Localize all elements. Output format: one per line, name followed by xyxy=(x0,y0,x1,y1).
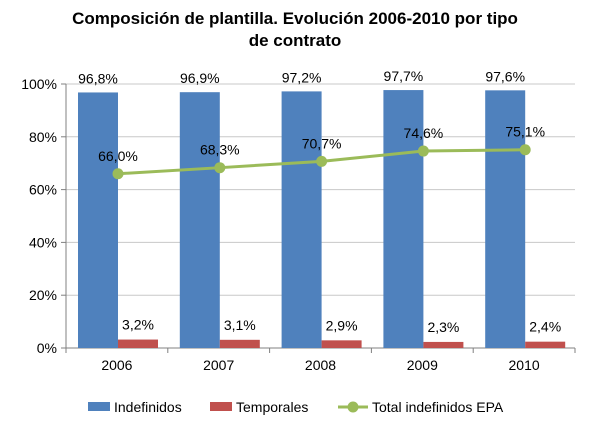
data-label-total-indefinidos-epa: 68,3% xyxy=(200,142,240,158)
y-tick-label: 0% xyxy=(37,340,57,356)
data-label-indefinidos: 96,8% xyxy=(78,70,118,86)
data-label-indefinidos: 96,9% xyxy=(180,70,220,86)
marker-total-indefinidos-epa xyxy=(417,145,429,157)
data-label-temporales: 3,1% xyxy=(224,317,256,333)
x-tick-label: 2010 xyxy=(509,357,540,373)
marker-total-indefinidos-epa xyxy=(112,168,124,180)
marker-total-indefinidos-epa xyxy=(214,162,226,174)
bar-indefinidos xyxy=(383,90,424,349)
y-tick-label: 20% xyxy=(29,287,57,303)
y-tick-label: 60% xyxy=(29,182,57,198)
bar-indefinidos xyxy=(179,92,220,349)
bar-temporales xyxy=(321,340,362,348)
bar-indefinidos xyxy=(78,92,118,348)
chart-title-line-1: Composición de plantilla. Evolución 2006… xyxy=(72,9,518,28)
bar-temporales xyxy=(219,339,260,348)
x-tick-label: 2009 xyxy=(407,357,438,373)
data-label-total-indefinidos-epa: 75,1% xyxy=(505,124,545,140)
data-label-total-indefinidos-epa: 66,0% xyxy=(98,148,138,164)
marker-total-indefinidos-epa xyxy=(519,144,531,156)
legend-swatch-temporales xyxy=(210,402,232,411)
chart-title: Composición de plantilla. Evolución 2006… xyxy=(0,8,590,52)
legend-swatch-marker-total-indefinidos-epa xyxy=(347,401,359,413)
data-label-total-indefinidos-epa: 74,6% xyxy=(404,125,444,141)
data-label-total-indefinidos-epa: 70,7% xyxy=(302,135,342,151)
data-label-temporales: 2,4% xyxy=(529,319,561,335)
chart-title-line-2: de contrato xyxy=(248,31,342,50)
x-tick-label: 2006 xyxy=(101,357,132,373)
data-label-temporales: 3,2% xyxy=(122,317,154,333)
legend-label-total-indefinidos-epa: Total indefinidos EPA xyxy=(372,399,504,415)
legend-swatch-indefinidos xyxy=(88,402,110,411)
y-tick-label: 80% xyxy=(29,129,57,145)
x-tick-label: 2008 xyxy=(305,357,336,373)
data-label-indefinidos: 97,7% xyxy=(384,68,424,84)
marker-total-indefinidos-epa xyxy=(316,155,328,167)
data-label-indefinidos: 97,2% xyxy=(282,69,322,85)
bar-temporales xyxy=(118,339,158,348)
data-label-temporales: 2,9% xyxy=(326,317,358,333)
data-label-indefinidos: 97,6% xyxy=(485,68,525,84)
data-label-temporales: 2,3% xyxy=(427,319,459,335)
legend-label-indefinidos: Indefinidos xyxy=(114,399,182,415)
bar-temporales xyxy=(525,341,566,348)
y-tick-label: 100% xyxy=(21,76,57,92)
y-tick-label: 40% xyxy=(29,234,57,250)
legend-label-temporales: Temporales xyxy=(236,399,308,415)
bar-indefinidos xyxy=(281,91,322,348)
bar-indefinidos xyxy=(485,90,526,348)
bar-temporales xyxy=(423,341,464,348)
x-tick-label: 2007 xyxy=(203,357,234,373)
